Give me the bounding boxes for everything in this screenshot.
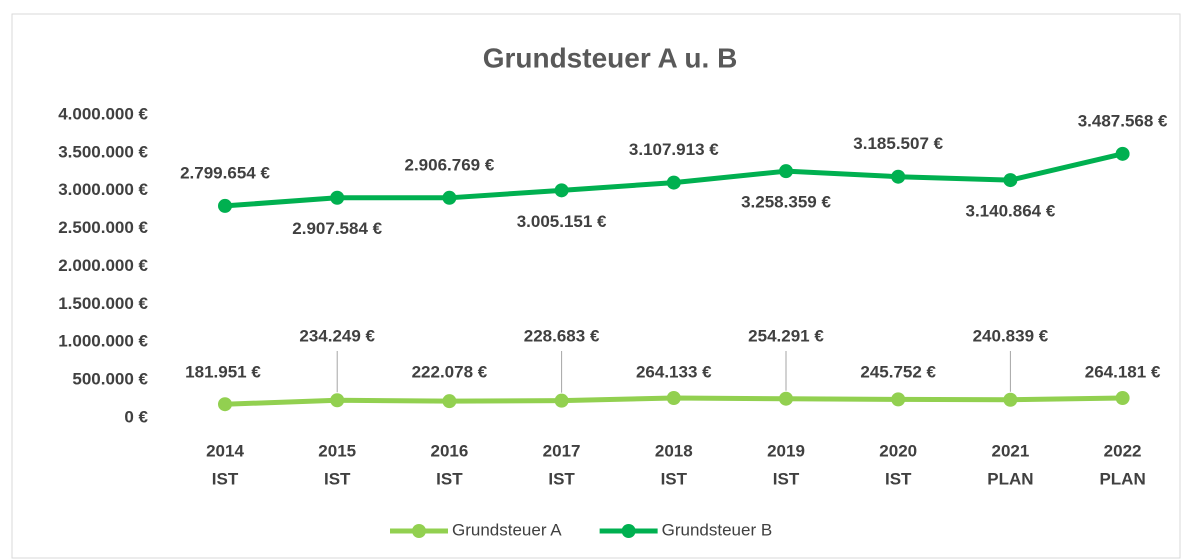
x-tick-label: 2020 xyxy=(879,441,917,460)
data-label: 228.683 € xyxy=(524,326,600,345)
chart-title: Grundsteuer A u. B xyxy=(483,42,738,73)
data-point xyxy=(1003,392,1018,407)
data-point xyxy=(779,164,793,179)
data-point xyxy=(666,175,681,190)
data-label: 240.839 € xyxy=(973,326,1049,345)
data-label: 2.799.654 € xyxy=(180,163,270,182)
y-tick-label: 2.000.000 € xyxy=(58,256,148,275)
data-label: 245.752 € xyxy=(860,362,936,381)
data-label: 3.487.568 € xyxy=(1078,111,1168,130)
x-tick-sublabel: IST xyxy=(548,469,575,488)
data-point xyxy=(442,190,457,205)
data-point xyxy=(442,394,457,409)
data-label: 3.107.913 € xyxy=(629,140,719,159)
data-point xyxy=(666,390,681,405)
data-label: 234.249 € xyxy=(299,326,375,345)
data-point xyxy=(779,391,793,406)
x-tick-sublabel: IST xyxy=(436,469,463,488)
data-point xyxy=(330,190,345,205)
data-point xyxy=(1003,173,1018,188)
data-point xyxy=(891,392,906,407)
x-tick-label: 2019 xyxy=(767,441,805,460)
x-tick-label: 2021 xyxy=(991,441,1029,460)
x-tick-sublabel: IST xyxy=(661,469,688,488)
x-tick-label: 2022 xyxy=(1104,441,1142,460)
data-label: 254.291 € xyxy=(748,326,824,345)
x-tick-sublabel: IST xyxy=(773,469,800,488)
data-label: 264.181 € xyxy=(1085,362,1161,381)
x-tick-sublabel: IST xyxy=(212,469,239,488)
x-tick-label: 2014 xyxy=(206,441,244,460)
y-tick-label: 3.000.000 € xyxy=(58,180,148,199)
data-label: 264.133 € xyxy=(636,362,712,381)
data-label: 3.140.864 € xyxy=(965,202,1055,221)
y-tick-label: 1.000.000 € xyxy=(58,332,148,351)
data-point xyxy=(554,393,569,408)
data-label: 3.005.151 € xyxy=(517,212,607,231)
data-point xyxy=(1115,146,1130,161)
x-tick-label: 2018 xyxy=(655,441,693,460)
data-point xyxy=(330,393,345,408)
y-tick-label: 2.500.000 € xyxy=(58,218,148,237)
data-point xyxy=(891,169,906,184)
legend-label: Grundsteuer B xyxy=(662,520,773,539)
x-tick-label: 2016 xyxy=(430,441,468,460)
data-point xyxy=(554,183,569,198)
x-tick-label: 2017 xyxy=(543,441,581,460)
y-tick-label: 4.000.000 € xyxy=(58,104,148,123)
data-label: 181.951 € xyxy=(185,362,261,381)
chart-border xyxy=(11,13,1181,559)
data-point xyxy=(218,397,232,412)
x-tick-sublabel: PLAN xyxy=(987,469,1033,488)
y-tick-label: 500.000 € xyxy=(72,370,148,389)
legend-label: Grundsteuer A xyxy=(452,520,562,539)
x-tick-label: 2015 xyxy=(318,441,356,460)
data-label: 222.078 € xyxy=(412,362,488,381)
y-tick-label: 0 € xyxy=(124,407,148,426)
data-point xyxy=(218,198,232,213)
data-label: 2.907.584 € xyxy=(292,219,382,238)
data-label: 3.185.507 € xyxy=(853,134,943,153)
legend-marker xyxy=(412,524,426,538)
data-point xyxy=(1115,390,1130,405)
x-tick-sublabel: PLAN xyxy=(1099,469,1145,488)
y-tick-label: 3.500.000 € xyxy=(58,142,148,161)
legend-marker xyxy=(621,524,636,538)
x-tick-sublabel: IST xyxy=(324,469,351,488)
y-tick-label: 1.500.000 € xyxy=(58,294,148,313)
x-tick-sublabel: IST xyxy=(885,469,912,488)
data-label: 3.258.359 € xyxy=(741,193,831,212)
data-label: 2.906.769 € xyxy=(404,155,494,174)
